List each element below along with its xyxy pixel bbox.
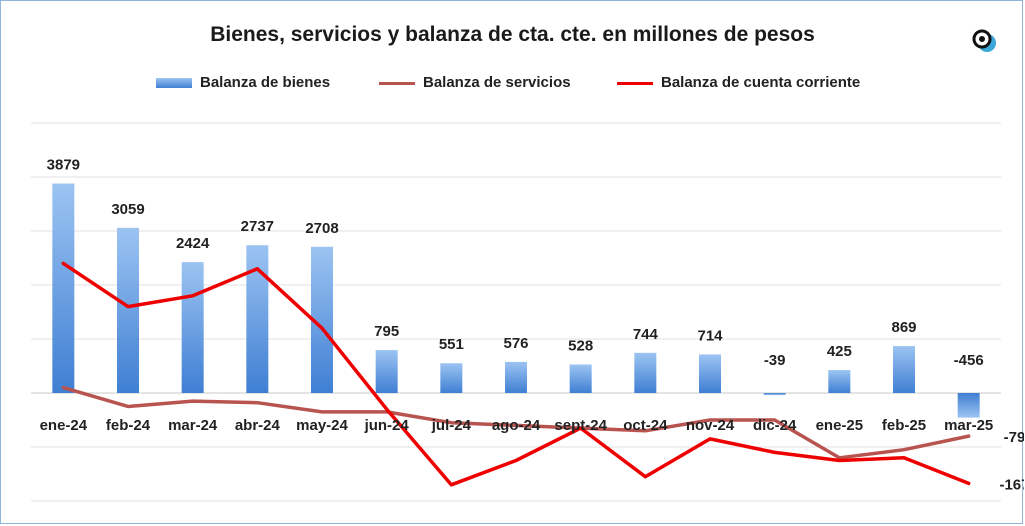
bar-bienes-feb-25 <box>893 346 915 393</box>
bar-bienes-abr-24 <box>246 245 269 393</box>
legend-swatch-bienes <box>156 78 192 88</box>
chart-legend: Balanza de bienes Balanza de servicios B… <box>1 73 1024 93</box>
bar-bienes-ene-24 <box>52 183 75 393</box>
bar-bienes-oct-24 <box>634 352 657 393</box>
x-tick-label: mar-24 <box>168 417 218 434</box>
x-tick-label: feb-25 <box>882 417 926 434</box>
end-label-cuenta-corriente: -1674 <box>999 476 1024 493</box>
bar-bienes-jul-24 <box>440 363 463 393</box>
bar-bienes-dic-24 <box>763 393 786 396</box>
brand-logo-icon <box>972 29 996 52</box>
line-balanza-cuenta-corriente <box>61 261 971 487</box>
x-tick-label: mar-25 <box>944 417 993 434</box>
legend-label-cuenta-corriente: Balanza de cuenta corriente <box>661 74 861 91</box>
line-balanza-servicios <box>61 385 971 460</box>
data-label-bienes: 3879 <box>47 157 80 174</box>
legend-swatch-cuenta-corriente <box>617 82 653 85</box>
bars-bienes <box>52 183 980 418</box>
x-tick-label: may-24 <box>296 417 348 434</box>
bar-bienes-may-24 <box>311 246 333 393</box>
data-label-bienes: 551 <box>439 336 464 353</box>
data-label-bienes: -39 <box>764 352 786 369</box>
legend-swatch-servicios <box>379 82 415 85</box>
x-tick-label: ene-24 <box>40 417 88 434</box>
x-tick-label: sept-24 <box>554 417 607 434</box>
data-label-bienes: 795 <box>374 323 399 340</box>
data-labels: 3879 3059 2424 2737 2708 795 551 576 528 744 714 -3… <box>47 157 1024 494</box>
x-tick-label: nov-24 <box>686 417 735 434</box>
x-tick-label: feb-24 <box>106 417 151 434</box>
data-label-bienes: 869 <box>891 319 916 336</box>
bar-bienes-jun-24 <box>375 350 398 393</box>
x-tick-label: ene-25 <box>816 417 864 434</box>
x-tick-label: jun-24 <box>364 417 410 434</box>
x-tick-label: abr-24 <box>235 417 281 434</box>
data-label-bienes: 2708 <box>305 220 338 237</box>
x-tick-label: ago-24 <box>492 417 541 434</box>
bar-bienes-ene-25 <box>828 370 851 393</box>
end-label-servicios: -799 <box>1004 429 1024 446</box>
legend-label-servicios: Balanza de servicios <box>423 74 571 91</box>
bar-bienes-sept-24 <box>569 364 592 393</box>
bar-bienes-mar-24 <box>181 262 204 393</box>
data-label-bienes: 744 <box>633 326 659 343</box>
data-label-bienes: 2424 <box>176 235 210 252</box>
chart-title: Bienes, servicios y balanza de cta. cte.… <box>210 23 815 46</box>
data-label-bienes: 576 <box>503 335 528 352</box>
bar-bienes-mar-25 <box>957 393 980 418</box>
gridlines <box>31 122 1001 502</box>
x-tick-label: dic-24 <box>753 417 797 434</box>
bar-bienes-ago-24 <box>505 361 527 393</box>
data-label-bienes: 2737 <box>241 218 274 235</box>
bar-bienes-nov-24 <box>699 354 721 393</box>
data-label-bienes: 714 <box>697 327 723 344</box>
data-label-bienes: 3059 <box>111 201 144 218</box>
bar-bienes-feb-24 <box>117 227 139 393</box>
data-label-bienes: 425 <box>827 343 852 360</box>
lines <box>61 261 971 487</box>
legend-label-bienes: Balanza de bienes <box>200 74 331 91</box>
data-label-bienes: -456 <box>954 352 984 369</box>
x-tick-label: oct-24 <box>623 417 668 434</box>
data-label-bienes: 528 <box>568 337 593 354</box>
x-tick-label: jul-24 <box>431 417 472 434</box>
x-tick-labels: ene-24 feb-24 mar-24 abr-24 may-24 jun-24 jul-… <box>40 417 994 434</box>
